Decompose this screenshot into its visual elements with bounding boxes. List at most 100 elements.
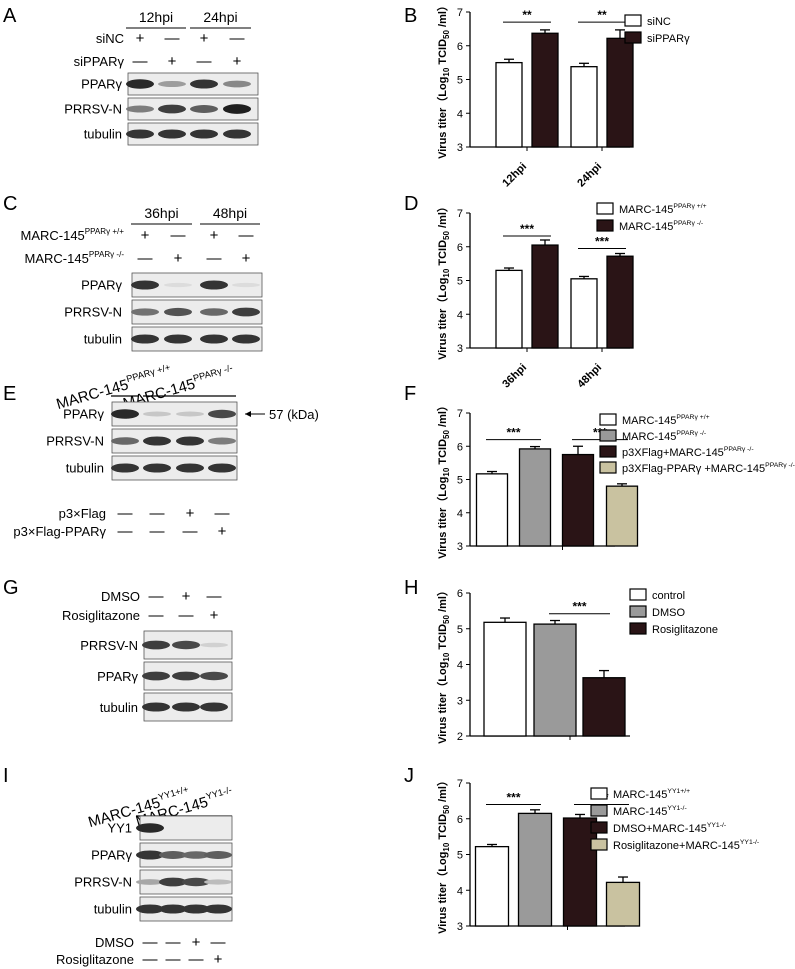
y-tick-label: 5: [457, 276, 463, 288]
blot-sign: —: [143, 934, 158, 951]
panel-letter-F: F: [404, 383, 416, 405]
panel-letter-I: I: [3, 765, 9, 787]
blot-sign: —: [118, 523, 133, 540]
y-tick-label: 4: [457, 885, 463, 897]
blot-sign: —: [189, 951, 204, 968]
legend-swatch: [590, 838, 608, 851]
y-tick-label: 5: [457, 475, 463, 487]
blot-sign: —: [207, 588, 222, 605]
blot-band: [200, 642, 228, 648]
bar: [495, 61, 523, 148]
legend-label: DMSO: [652, 607, 685, 619]
blot-sign: —: [211, 934, 226, 951]
panel-letter-J: J: [404, 765, 414, 787]
legend-swatch: [590, 804, 608, 817]
blot-band: [126, 79, 154, 89]
blot-sign: +: [182, 588, 191, 605]
chart-panel-B: 3 4 5 6 7 Virus titer（Log10 TCID50 /ml） 12hpi 2…: [436, 0, 690, 189]
panel-letter-E: E: [3, 383, 16, 405]
significance-label: **: [597, 8, 607, 22]
legend-label: MARC-145YY1+/+: [613, 788, 690, 801]
y-tick-label: 3: [457, 921, 463, 933]
legend-swatch: [596, 202, 614, 215]
bar: [606, 255, 634, 349]
blot-band: [176, 411, 204, 417]
blot-band: [200, 280, 228, 290]
blot-sign: —: [133, 53, 148, 70]
blot-row-label: PPARγ: [97, 669, 138, 684]
bar: [605, 485, 639, 547]
legend-label: MARC-145PPARγ -/-: [622, 430, 706, 443]
blot-band: [223, 129, 251, 139]
blot-row-label: YY1: [107, 821, 132, 836]
panel-letter-H: H: [404, 577, 418, 599]
bar: [531, 32, 559, 148]
blot-band: [143, 411, 171, 417]
blot-row-label: PPARγ: [81, 77, 122, 92]
blot-band: [142, 702, 170, 712]
blot-row-label: tubulin: [66, 461, 104, 476]
blot-band: [208, 463, 236, 473]
blot-sign: —: [215, 505, 230, 522]
legend-label: DMSO+MARC-145YY1-/-: [613, 822, 726, 835]
panel-letter-G: G: [3, 577, 19, 599]
blot-sign: —: [149, 588, 164, 605]
blot-group-label: 36hpi: [144, 205, 178, 221]
y-axis-label: Virus titer（Log10 TCID50 /ml）: [436, 0, 451, 159]
blot-sign: —: [207, 250, 222, 267]
blot-sign: —: [197, 53, 212, 70]
blot-panel-G: DMSO — + — Rosiglitazone — — + PRRSV-N PPARγ tubul…: [62, 588, 233, 722]
blot-band: [182, 904, 210, 914]
blot-sign: +: [210, 227, 219, 244]
blot-band: [131, 280, 159, 290]
y-tick-label: 6: [457, 41, 463, 53]
bar: [517, 812, 553, 927]
y-tick-label: 6: [457, 441, 463, 453]
blot-panel-I: MARC-145YY1+/+MARC-145YY1-/-YY1PPARγPRRS…: [56, 784, 233, 968]
legend-label: MARC-145YY1-/-: [613, 805, 687, 818]
blot-sign: —: [149, 607, 164, 624]
panel-letter-B: B: [404, 5, 417, 27]
blot-band: [204, 879, 232, 885]
blot-group-label: 48hpi: [213, 205, 247, 221]
blot-band: [142, 671, 170, 681]
blot-panel-A: 12hpi 24hpi siNC + — + — siPPARγ — + — + PPARγ PRRSV-…: [64, 9, 259, 146]
blot-row-label: PPARγ: [91, 848, 132, 863]
blot-band: [126, 129, 154, 139]
blot-sign: —: [118, 505, 133, 522]
y-tick-label: 7: [457, 408, 463, 420]
blot-band: [111, 409, 139, 419]
blot-sign: +: [141, 227, 150, 244]
blot-sign: —: [166, 951, 181, 968]
blot-condition-label: MARC-145PPARγ +/+: [20, 227, 124, 243]
y-tick-label: 5: [457, 624, 463, 636]
blot-band: [159, 904, 187, 914]
blot-band: [182, 877, 210, 887]
blot-sign: +: [214, 951, 223, 968]
blot-band: [200, 334, 228, 344]
blot-band: [136, 904, 164, 914]
blot-group-label: 12hpi: [139, 9, 173, 25]
blot-condition-label: p3×Flag: [59, 506, 106, 521]
blot-group-label: 24hpi: [203, 9, 237, 25]
blot-band: [190, 129, 218, 139]
blot-band: [208, 437, 236, 445]
significance-label: ***: [520, 222, 534, 236]
y-tick-label: 7: [457, 208, 463, 220]
y-tick-label: 3: [457, 343, 463, 355]
bar: [518, 448, 552, 547]
panel-letter-C: C: [3, 193, 17, 215]
blot-sign: —: [239, 227, 254, 244]
legend-swatch: [599, 461, 617, 474]
bar: [474, 845, 510, 927]
legend-swatch: [590, 821, 608, 834]
y-tick-label: 6: [457, 588, 463, 600]
legend-swatch: [629, 588, 647, 601]
legend-swatch: [599, 429, 617, 442]
blot-sign: +: [186, 505, 195, 522]
legend-label: Rosiglitazone+MARC-145YY1-/-: [613, 839, 759, 852]
blot-band: [208, 409, 236, 419]
blot-band: [223, 104, 251, 114]
blot-band: [204, 904, 232, 914]
